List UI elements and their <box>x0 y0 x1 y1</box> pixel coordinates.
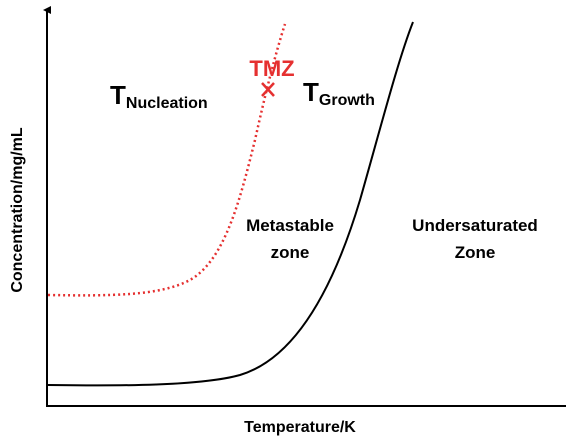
y-axis-label: Concentration/mg/mL <box>9 127 26 293</box>
label-main: T <box>110 80 126 110</box>
tmz-label: TMZ <box>249 56 294 81</box>
solubility-curve <box>47 21 414 387</box>
label-sub: Nucleation <box>126 95 208 112</box>
region-label: Undersaturated <box>412 216 538 235</box>
nucleation-label: TNucleation <box>110 80 208 112</box>
growth-label: TGrowth <box>303 77 375 109</box>
tmz-marker <box>261 82 275 97</box>
region-label: Zone <box>455 243 496 262</box>
label-main: T <box>303 77 319 107</box>
nucleation-curve <box>47 23 287 297</box>
x-axis-label: Temperature/K <box>244 419 356 436</box>
label-sub: Growth <box>319 92 375 109</box>
region-label: zone <box>271 243 310 262</box>
region-label: Metastable <box>246 216 334 235</box>
